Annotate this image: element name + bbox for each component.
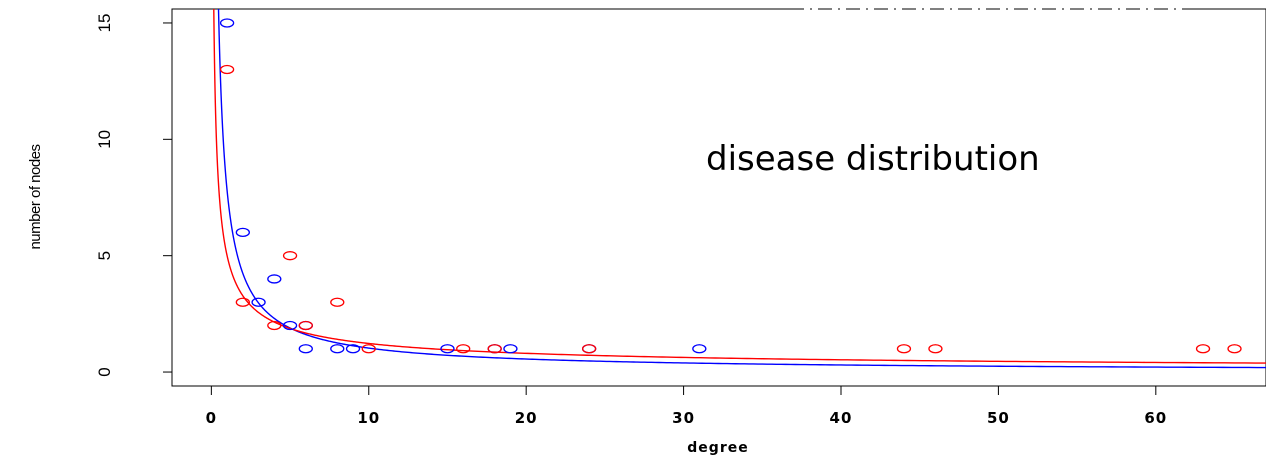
x-tick-label: 20 xyxy=(515,409,538,427)
chart-annotation: disease distribution xyxy=(706,139,1040,179)
series-1-point xyxy=(345,344,361,354)
series-2-point xyxy=(235,297,250,307)
series-1-point xyxy=(692,344,707,354)
x-tick-label: 30 xyxy=(672,409,695,427)
series-1-point xyxy=(298,344,313,354)
series-2-point xyxy=(267,320,282,331)
fit-curve-2 xyxy=(213,8,1266,364)
x-tick-label: 60 xyxy=(1144,409,1167,427)
series-2-point xyxy=(361,344,376,354)
series-2-point xyxy=(896,344,912,354)
plot-frame xyxy=(171,8,1266,387)
series-2-point xyxy=(487,344,502,354)
axes: 0 10 20 30 40 50 60 0 5 10 15 xyxy=(95,14,1167,427)
series-1-point xyxy=(282,320,298,331)
y-axis-title: number of nodes xyxy=(27,144,44,249)
series-1-point xyxy=(219,18,235,28)
series-2-point xyxy=(282,251,298,261)
series-2-point xyxy=(330,297,345,307)
fit-curves xyxy=(213,8,1266,369)
series-2-point xyxy=(456,344,471,354)
y-tick-label: 0 xyxy=(95,367,114,376)
y-tick-label: 5 xyxy=(95,251,114,260)
series-2-point xyxy=(219,64,235,75)
x-axis-title: degree xyxy=(687,440,748,456)
x-tick-label: 0 xyxy=(206,409,217,427)
series-2-point xyxy=(928,344,943,354)
series-2-point xyxy=(581,344,597,354)
series-2-point xyxy=(1227,344,1242,354)
series-2-point xyxy=(1195,344,1211,354)
series-2-point xyxy=(298,320,313,331)
series-1-point xyxy=(267,274,282,284)
series-1-point xyxy=(330,344,345,354)
series-1-point xyxy=(503,344,518,354)
y-tick-label: 15 xyxy=(95,14,114,33)
x-tick-label: 50 xyxy=(987,409,1010,427)
fit-curve-1 xyxy=(217,8,1266,369)
y-tick-label: 10 xyxy=(95,130,114,149)
series-1-point xyxy=(251,297,266,307)
series-1-point xyxy=(440,344,455,354)
x-tick-label: 10 xyxy=(357,409,380,427)
series-1-point xyxy=(235,227,250,238)
x-tick-label: 40 xyxy=(830,409,853,427)
data-points xyxy=(219,18,1242,354)
